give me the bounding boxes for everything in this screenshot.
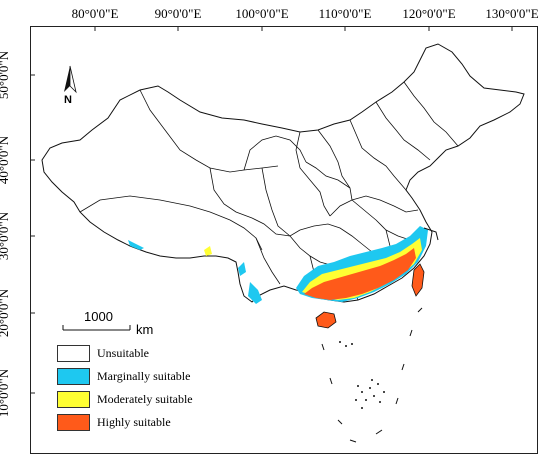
legend-swatch <box>57 368 90 385</box>
longitude-label-90e: 90°0'0"E <box>154 6 202 21</box>
south-china-sea-islands <box>321 307 423 443</box>
longitude-label-130e: 130°0'0"E <box>485 6 539 21</box>
north-arrow-icon <box>64 65 77 94</box>
legend-item-moderate: Moderately suitable <box>57 388 193 411</box>
graticule-ticks <box>30 26 513 394</box>
scale-unit: km <box>136 322 154 337</box>
legend-swatch <box>57 414 90 431</box>
island-dots <box>339 341 385 409</box>
north-letter: N <box>64 94 72 106</box>
legend-swatch <box>57 391 90 408</box>
legend-label: Highly suitable <box>97 415 171 429</box>
zone-marginal-tibet <box>128 240 144 250</box>
scale-value: 1000 <box>84 309 113 324</box>
legend-item-unsuitable: Unsuitable <box>57 342 193 365</box>
zone-high-taiwan <box>411 263 425 297</box>
map-frame <box>30 26 538 454</box>
scale-bar <box>62 325 131 331</box>
zone-moderate-tibet <box>204 246 212 256</box>
legend-swatch <box>57 345 90 362</box>
legend-label: Marginally suitable <box>97 369 191 383</box>
zone-marginal-west-yunnan <box>238 262 246 276</box>
suitability-zones <box>128 226 428 329</box>
longitude-label-100e: 100°0'0"E <box>235 6 289 21</box>
legend: Unsuitable Marginally suitable Moderatel… <box>57 342 193 434</box>
outline-detail <box>423 227 439 241</box>
zone-marginal-yunnan <box>248 282 262 304</box>
legend-item-marginal: Marginally suitable <box>57 365 193 388</box>
legend-label: Unsuitable <box>97 346 149 360</box>
legend-label: Moderately suitable <box>97 392 193 406</box>
longitude-label-110e: 110°0'0"E <box>318 6 372 21</box>
zone-high-south <box>304 248 416 300</box>
zone-high-hainan <box>315 311 337 329</box>
longitude-label-80e: 80°0'0"E <box>71 6 119 21</box>
country-outline <box>41 43 525 303</box>
legend-item-high: Highly suitable <box>57 411 193 434</box>
longitude-label-120e: 120°0'0"E <box>402 6 456 21</box>
